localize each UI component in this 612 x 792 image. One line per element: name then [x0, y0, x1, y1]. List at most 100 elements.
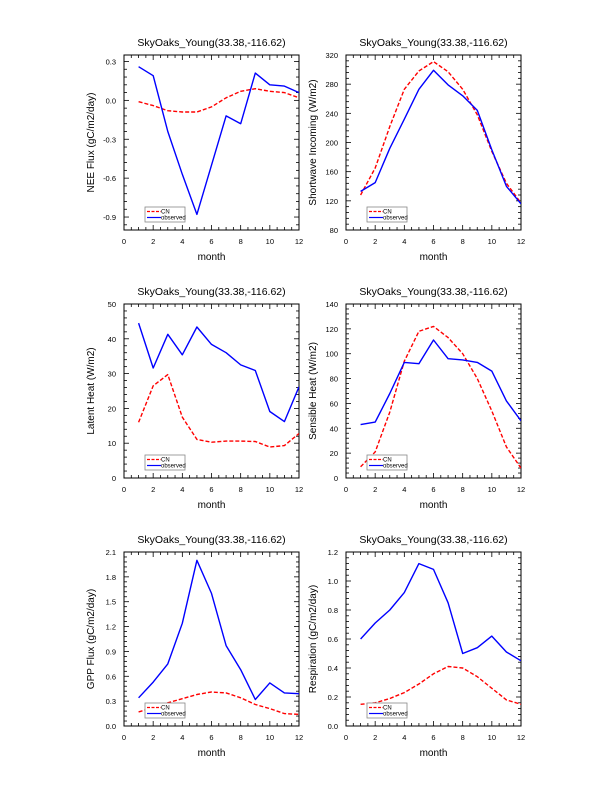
x-tick-label: 6 — [431, 733, 435, 742]
x-tick-label: 6 — [209, 485, 213, 494]
series-line-observed — [137, 322, 299, 423]
legend-label: CN — [383, 458, 392, 464]
plot-frame — [345, 54, 522, 231]
y-tick-label: 0.6 — [328, 635, 338, 644]
y-tick-label: 240 — [325, 109, 338, 118]
x-tick-label: 12 — [295, 237, 303, 246]
y-tick-label: 120 — [325, 197, 338, 206]
x-axis-label: month — [198, 748, 226, 759]
y-tick-label: 60 — [330, 399, 338, 408]
x-tick-label: 0 — [122, 485, 126, 494]
x-tick-label: 4 — [402, 733, 406, 742]
y-axis-label: Latent Heat (W/m2) — [86, 347, 97, 434]
y-tick-label: 2.1 — [106, 548, 116, 557]
plot-frame — [123, 551, 300, 727]
x-tick-label: 10 — [266, 237, 274, 246]
plot-frame — [345, 303, 522, 479]
x-tick-label: 10 — [488, 237, 496, 246]
y-tick-label: 100 — [325, 350, 338, 359]
chart-title: SkyOaks_Young(33.38,-116.62) — [359, 286, 507, 298]
y-tick-label: 1.2 — [106, 623, 116, 632]
x-tick-label: 12 — [517, 485, 525, 494]
y-tick-label: 0.2 — [328, 693, 338, 702]
y-axis-label: NEE Flux (gC/m2/day) — [86, 92, 97, 192]
series-line-observed — [360, 69, 521, 205]
y-axis-label: GPP Flux (gC/m2/day) — [86, 589, 97, 689]
x-tick-label: 8 — [239, 485, 243, 494]
y-tick-label: -0.3 — [103, 135, 116, 144]
y-tick-label: 40 — [330, 424, 338, 433]
legend-label: CN — [161, 210, 170, 216]
y-tick-label: 0.0 — [106, 722, 116, 731]
series-line-observed — [138, 66, 299, 216]
y-axis-label: Respiration (gC/m2/day) — [308, 585, 319, 693]
chart-title: SkyOaks_Young(33.38,-116.62) — [137, 286, 285, 298]
y-tick-label: 200 — [325, 139, 338, 148]
chart-title: SkyOaks_Young(33.38,-116.62) — [359, 534, 507, 546]
y-tick-label: 40 — [108, 335, 116, 344]
x-tick-label: 10 — [266, 733, 274, 742]
chart-panel-1: SkyOaks_Young(33.38,-116.62) 0 2 4 6 8 10 12 -0.… — [86, 37, 303, 263]
x-tick-label: 6 — [209, 733, 213, 742]
x-tick-label: 2 — [373, 237, 377, 246]
y-tick-label: 1.8 — [106, 573, 116, 582]
y-tick-label: 0.8 — [328, 606, 338, 615]
x-axis-label: month — [198, 252, 226, 263]
series-line-cn — [360, 665, 521, 705]
y-tick-label: 20 — [108, 404, 116, 413]
legend-label: observed — [383, 216, 408, 222]
x-tick-label: 0 — [122, 733, 126, 742]
y-tick-label: 20 — [330, 449, 338, 458]
legend-label: observed — [161, 712, 186, 718]
x-tick-label: 2 — [151, 485, 155, 494]
x-tick-label: 12 — [295, 485, 303, 494]
y-tick-label: 0 — [112, 474, 116, 483]
y-tick-label: -0.9 — [103, 213, 116, 222]
x-tick-label: 0 — [344, 485, 348, 494]
x-tick-label: 2 — [373, 733, 377, 742]
y-tick-label: 160 — [325, 168, 338, 177]
y-tick-label: 140 — [325, 300, 338, 309]
x-axis-label: month — [420, 252, 448, 263]
series-line-cn — [138, 691, 299, 716]
y-tick-label: 0.3 — [106, 57, 116, 66]
x-tick-label: 6 — [431, 237, 435, 246]
x-tick-label: 4 — [180, 237, 184, 246]
y-tick-label: 0.3 — [106, 697, 116, 706]
x-tick-label: 4 — [180, 485, 184, 494]
chart-title: SkyOaks_Young(33.38,-116.62) — [137, 534, 285, 546]
y-tick-label: 0.9 — [106, 647, 116, 656]
x-tick-label: 0 — [344, 237, 348, 246]
plot-frame — [123, 54, 300, 231]
y-tick-label: 30 — [108, 370, 116, 379]
x-axis-label: month — [420, 500, 448, 511]
x-tick-label: 12 — [517, 733, 525, 742]
y-tick-label: 0.0 — [328, 722, 338, 731]
x-tick-label: 10 — [266, 485, 274, 494]
x-tick-label: 6 — [431, 485, 435, 494]
chart-panel-4: SkyOaks_Young(33.38,-116.62)0 2 4 6 8 10 12020… — [308, 286, 525, 511]
y-tick-label: 0.6 — [106, 672, 116, 681]
x-tick-label: 4 — [402, 485, 406, 494]
legend-box — [366, 206, 408, 223]
legend-label: observed — [383, 712, 408, 718]
legend-box — [144, 206, 186, 223]
chart-title: SkyOaks_Young(33.38,-116.62) — [359, 37, 507, 49]
x-tick-label: 6 — [209, 237, 213, 246]
y-tick-label: 10 — [108, 439, 116, 448]
x-tick-label: 10 — [488, 485, 496, 494]
x-tick-label: 12 — [517, 237, 525, 246]
legend-box — [144, 454, 186, 471]
x-tick-label: 4 — [180, 733, 184, 742]
y-tick-label: 80 — [330, 375, 338, 384]
series-line-observed — [360, 562, 521, 662]
y-tick-label: 120 — [325, 325, 338, 334]
x-axis-label: month — [420, 748, 448, 759]
x-tick-label: 10 — [488, 733, 496, 742]
x-tick-label: 0 — [344, 733, 348, 742]
legend-box — [366, 702, 408, 719]
series-line-cn — [137, 373, 299, 448]
